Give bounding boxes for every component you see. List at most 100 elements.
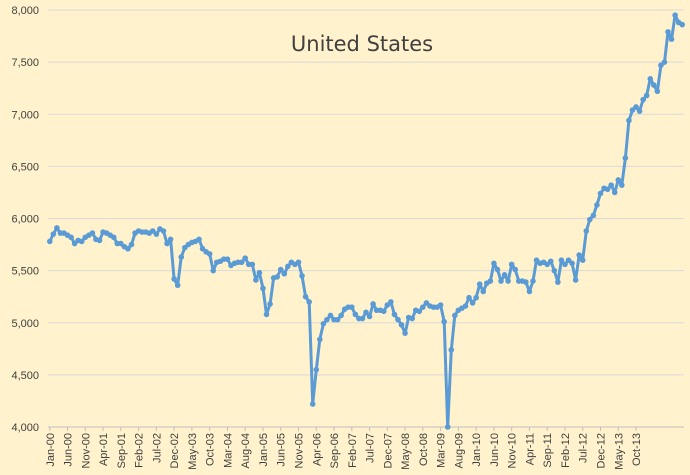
- x-tick-label: Feb-12: [560, 433, 572, 468]
- data-point: [50, 231, 57, 237]
- data-point: [547, 258, 554, 265]
- data-point: [398, 322, 405, 328]
- data-point: [327, 312, 334, 319]
- data-point: [125, 245, 131, 252]
- data-point: [352, 311, 359, 318]
- x-tick-label: Apr-06: [311, 433, 323, 466]
- data-point: [466, 294, 472, 301]
- axes: [48, 426, 684, 431]
- x-tick-label: Feb-02: [134, 433, 146, 468]
- x-tick-label: Aug-04: [240, 433, 252, 468]
- data-point: [469, 300, 476, 306]
- data-point: [306, 299, 312, 305]
- data-point: [253, 277, 259, 283]
- x-tick-label: Sep-06: [329, 433, 341, 468]
- x-tick-label: Jul-12: [578, 433, 590, 463]
- data-point: [562, 261, 568, 268]
- data-point: [480, 288, 487, 295]
- data-point: [313, 366, 320, 373]
- data-point: [320, 320, 327, 327]
- data-point: [210, 267, 217, 274]
- x-tick-label: Apr-01: [98, 433, 110, 466]
- data-point: [619, 182, 625, 188]
- x-tick-label: Dec-02: [169, 433, 181, 468]
- data-point: [324, 316, 330, 323]
- data-point: [167, 236, 174, 243]
- data-point: [366, 313, 373, 320]
- x-tick-label: Jun-10: [489, 433, 501, 467]
- data-point: [633, 104, 639, 110]
- data-point: [530, 278, 536, 284]
- data-point: [89, 230, 96, 236]
- y-tick-label: 5,500: [11, 266, 39, 278]
- x-tick-label: Dec-12: [596, 433, 608, 468]
- data-point: [636, 108, 643, 114]
- data-point: [473, 294, 479, 301]
- data-point: [395, 316, 401, 323]
- data-point: [611, 189, 618, 196]
- x-tick-label: Mar-04: [222, 433, 234, 468]
- data-point: [437, 302, 444, 308]
- x-tick-label: May-08: [400, 433, 412, 470]
- data-point: [96, 237, 103, 244]
- x-tick-label: Jun-05: [276, 433, 288, 467]
- data-point: [242, 255, 248, 261]
- data-point: [622, 155, 629, 161]
- y-tick-label: 8,000: [11, 5, 39, 17]
- data-point: [256, 269, 263, 276]
- x-tick-label: Jun-00: [63, 433, 75, 467]
- x-tick-label: Jul-07: [365, 433, 377, 463]
- data-point: [338, 312, 344, 319]
- data-point: [302, 293, 309, 300]
- data-point: [359, 315, 366, 322]
- gridlines: [48, 9, 684, 428]
- x-tick-label: Aug-09: [453, 433, 465, 468]
- data-point: [576, 252, 582, 258]
- data-point: [526, 288, 533, 295]
- data-point: [174, 282, 181, 289]
- data-point: [178, 254, 185, 260]
- data-point: [462, 303, 469, 309]
- x-tick-label: Apr-11: [524, 433, 536, 465]
- data-point: [334, 316, 341, 323]
- series-line: [48, 13, 683, 429]
- data-point: [196, 236, 202, 243]
- data-point: [668, 36, 675, 42]
- data-point: [277, 266, 284, 273]
- data-point: [569, 260, 575, 267]
- data-point: [285, 263, 291, 270]
- x-tick-label: Mar-09: [436, 433, 448, 468]
- data-point: [224, 256, 231, 262]
- x-tick-label: Jul-02: [151, 433, 163, 463]
- data-point: [579, 257, 586, 264]
- data-point: [597, 190, 604, 197]
- data-point: [558, 257, 565, 264]
- data-point: [640, 96, 646, 103]
- data-point: [512, 266, 519, 273]
- y-tick-label: 6,500: [11, 161, 39, 173]
- data-point: [171, 276, 177, 282]
- data-point: [370, 301, 376, 307]
- data-point: [572, 277, 579, 283]
- data-point: [416, 308, 423, 315]
- data-point: [206, 251, 213, 257]
- data-point: [643, 92, 650, 99]
- x-tick-label: Sep-11: [542, 433, 554, 468]
- data-point: [309, 401, 316, 407]
- data-point: [608, 182, 614, 188]
- data-point: [263, 311, 270, 318]
- y-tick-label: 6,000: [11, 214, 39, 226]
- data-point: [160, 228, 167, 234]
- data-point: [295, 259, 302, 266]
- data-point: [491, 260, 497, 267]
- y-tick-label: 7,500: [11, 57, 39, 69]
- data-point: [615, 177, 622, 183]
- x-tick-label: Oct-03: [205, 433, 217, 466]
- data-point: [391, 311, 398, 318]
- series-us: [46, 12, 686, 430]
- x-tick-label: May-03: [187, 433, 199, 470]
- y-tick-label: 4,500: [11, 370, 39, 382]
- data-point: [665, 29, 671, 35]
- data-point: [388, 299, 394, 305]
